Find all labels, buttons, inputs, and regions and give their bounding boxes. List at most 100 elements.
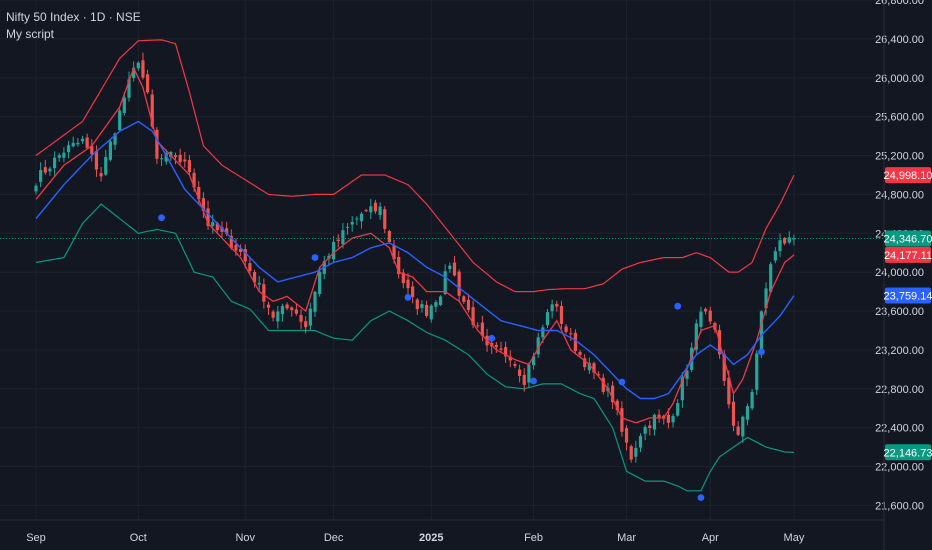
candle-up bbox=[699, 311, 703, 327]
candle-down bbox=[783, 237, 787, 244]
candle-up bbox=[118, 110, 122, 131]
candle-down bbox=[234, 244, 238, 251]
y-tick-label: 21,600.00 bbox=[875, 500, 924, 512]
candle-down bbox=[722, 353, 726, 381]
candle-up bbox=[587, 362, 591, 371]
candle-up bbox=[745, 406, 750, 420]
candle-down bbox=[704, 308, 708, 312]
candle-up bbox=[169, 151, 173, 157]
candle-down bbox=[727, 377, 731, 405]
candle-down bbox=[252, 271, 257, 283]
candle-up bbox=[369, 206, 373, 213]
candle-up bbox=[313, 291, 317, 312]
signal-dot bbox=[311, 254, 319, 261]
candle-down bbox=[411, 286, 415, 297]
candle-down bbox=[173, 155, 178, 158]
candle-down bbox=[564, 326, 568, 332]
candle-up bbox=[164, 153, 168, 162]
candle-up bbox=[438, 296, 443, 306]
candle-down bbox=[90, 145, 94, 155]
candle-up bbox=[108, 141, 112, 160]
candle-up bbox=[359, 213, 364, 222]
candle-up bbox=[685, 370, 689, 379]
candle-down bbox=[578, 351, 582, 355]
candle-down bbox=[206, 208, 210, 226]
indicator-name[interactable]: My script bbox=[6, 27, 54, 41]
candle-up bbox=[536, 337, 540, 355]
candle-down bbox=[43, 167, 47, 173]
candle-down bbox=[243, 249, 247, 262]
candle-up bbox=[48, 168, 52, 172]
candle-up bbox=[318, 271, 322, 295]
x-tick-label: Feb bbox=[524, 532, 543, 544]
lower-band-label: 22,146.73 bbox=[884, 447, 932, 459]
candle-up bbox=[113, 133, 117, 145]
candle-up bbox=[39, 170, 43, 182]
candle-down bbox=[615, 400, 619, 411]
candle-down bbox=[504, 347, 508, 357]
signal-dot bbox=[488, 334, 496, 342]
candle-up bbox=[434, 302, 438, 307]
y-tick-label: 23,600.00 bbox=[875, 306, 924, 318]
candle-up bbox=[541, 327, 545, 338]
candle-down bbox=[601, 377, 605, 392]
candle-down bbox=[266, 304, 271, 308]
fast-ma-line bbox=[35, 66, 795, 424]
candle-up bbox=[76, 142, 80, 145]
slow-ma-label: 23,759.14 bbox=[884, 291, 932, 303]
candle-up bbox=[764, 288, 768, 309]
candle-up bbox=[280, 306, 285, 315]
candle-down bbox=[499, 348, 503, 350]
candle-down bbox=[262, 284, 266, 302]
x-tick-label: Mar bbox=[617, 532, 636, 544]
candle-down bbox=[197, 186, 201, 200]
candle-down bbox=[178, 154, 182, 163]
candle-down bbox=[508, 356, 512, 361]
candle-up bbox=[57, 155, 61, 158]
candle-down bbox=[452, 262, 457, 276]
lower-band-label-bg bbox=[885, 444, 931, 461]
candle-down bbox=[731, 401, 736, 426]
candle-down bbox=[569, 333, 573, 335]
x-tick-label: 2025 bbox=[419, 532, 443, 544]
candle-up bbox=[80, 138, 85, 142]
candle-up bbox=[792, 238, 796, 240]
candle-up bbox=[66, 145, 71, 153]
candle-down bbox=[494, 344, 498, 348]
candle-up bbox=[62, 152, 66, 158]
candle-up bbox=[341, 230, 345, 245]
candle-up bbox=[429, 305, 433, 320]
candle-down bbox=[336, 239, 340, 242]
candle-up bbox=[531, 356, 536, 366]
x-tick-label: Sep bbox=[26, 532, 46, 544]
candle-up bbox=[676, 403, 680, 416]
signal-dot bbox=[404, 294, 412, 301]
candle-down bbox=[392, 245, 396, 260]
candle-up bbox=[34, 185, 38, 192]
candle-down bbox=[364, 210, 368, 212]
candle-down bbox=[397, 256, 401, 275]
candle-down bbox=[187, 160, 192, 173]
slow-ma-label-bg bbox=[885, 287, 931, 304]
last-price-label: 24,346.70 bbox=[884, 233, 932, 245]
candle-up bbox=[132, 67, 136, 78]
candle-down bbox=[592, 363, 596, 373]
x-tick-label: Dec bbox=[324, 532, 344, 544]
candle-down bbox=[597, 374, 601, 376]
candle-up bbox=[127, 79, 131, 98]
candle-down bbox=[225, 228, 229, 234]
candle-down bbox=[657, 414, 661, 418]
candle-down bbox=[513, 364, 517, 366]
candle-up bbox=[355, 218, 359, 220]
candle-down bbox=[559, 305, 564, 324]
candle-down bbox=[294, 309, 298, 314]
candle-up bbox=[741, 416, 745, 437]
candle-up bbox=[769, 264, 773, 292]
y-tick-label: 25,600.00 bbox=[875, 112, 924, 124]
slow-ma-line bbox=[35, 120, 795, 400]
symbol-title[interactable]: Nifty 50 Index · 1D · NSE bbox=[6, 10, 141, 24]
candle-down bbox=[215, 223, 219, 231]
candle-up bbox=[308, 308, 312, 326]
